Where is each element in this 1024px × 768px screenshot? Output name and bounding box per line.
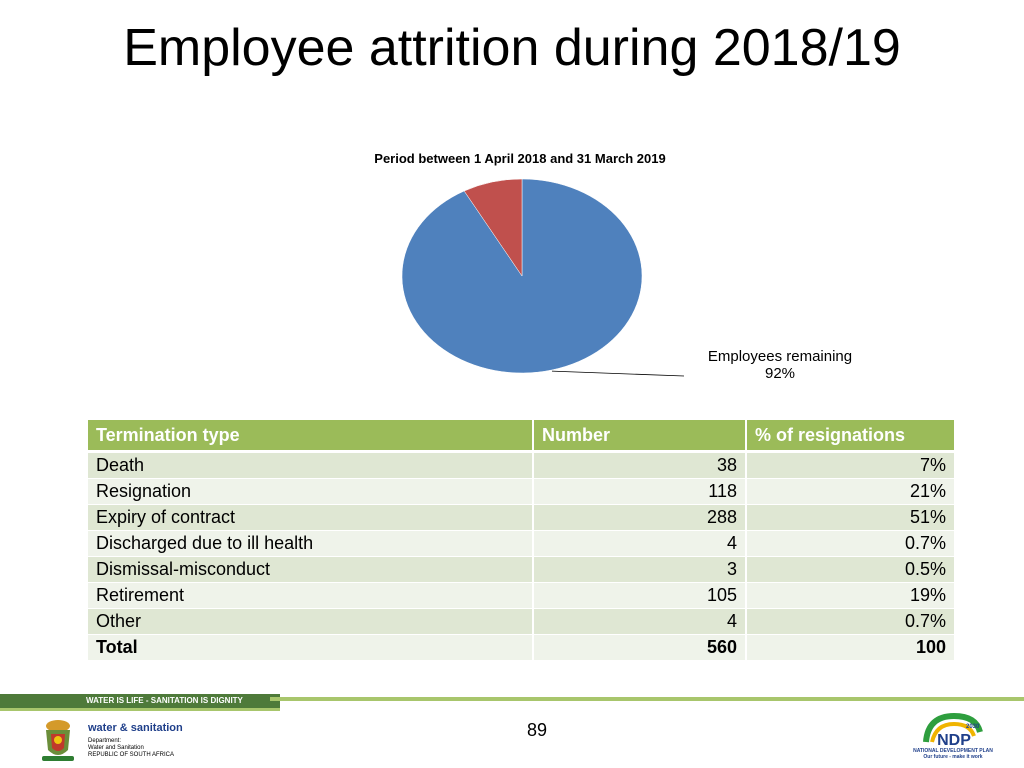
cell-type: Resignation (88, 478, 534, 505)
cell-type: Discharged due to ill health (88, 530, 534, 557)
table-row: Expiry of contract 288 51% (88, 504, 954, 531)
cell-number: 4 (533, 608, 747, 635)
ndp-caption: NATIONAL DEVELOPMENT PLAN Our future - m… (908, 748, 998, 760)
dept-line: Water and Sanitation (88, 745, 144, 751)
table-row: Retirement 105 19% (88, 582, 954, 609)
pie-slice-attrition (463, 178, 523, 277)
dept-line: REPUBLIC OF SOUTH AFRICA (88, 752, 175, 758)
dept-line: Department: (88, 738, 122, 744)
cell-percent: 21% (746, 478, 954, 505)
ndp-emblem-icon: NDP 2030 (923, 712, 983, 749)
table-row: Resignation 118 21% (88, 478, 954, 505)
cell-type: Death (88, 451, 534, 479)
cell-percent: 100 (746, 634, 954, 661)
header-percent: % of resignations (746, 420, 954, 452)
cell-percent: 0.7% (746, 530, 954, 557)
header-termination-type: Termination type (88, 420, 534, 452)
svg-text:NDP: NDP (937, 732, 971, 748)
cell-number: 118 (533, 478, 747, 505)
ndp-logo: NDP 2030 NATIONAL DEVELOPMENT PLAN Our f… (908, 712, 998, 764)
pie-label-leader-line (551, 370, 685, 377)
table-row: Discharged due to ill health 4 0.7% (88, 530, 954, 557)
ndp-line: Our future - make it work (923, 754, 983, 760)
pie-label-percent: 92% (764, 365, 796, 382)
table-header-row: Termination type Number % of resignation… (88, 420, 954, 452)
cell-number: 3 (533, 556, 747, 583)
pie-label-name: Employees remaining (707, 348, 853, 365)
table-row: Other 4 0.7% (88, 608, 954, 635)
footer-stripe-lower (0, 708, 280, 711)
header-number: Number (533, 420, 747, 452)
cell-type: Other (88, 608, 534, 635)
cell-number: 560 (533, 634, 747, 661)
page-number: 89 (526, 720, 548, 740)
slide-title: Employee attrition during 2018/19 (123, 19, 901, 77)
department-logo: water & sanitation Department: Water and… (36, 716, 236, 764)
ndp-line: NATIONAL DEVELOPMENT PLAN (913, 748, 993, 754)
footer-slogan-band: WATER IS LIFE - SANITATION IS DIGNITY (0, 694, 280, 708)
cell-number: 288 (533, 504, 747, 531)
cell-type: Dismissal-misconduct (88, 556, 534, 583)
cell-number: 4 (533, 530, 747, 557)
table-row: Death 38 7% (88, 451, 954, 479)
department-name: water & sanitation (88, 722, 183, 734)
cell-type: Retirement (88, 582, 534, 609)
cell-number: 38 (533, 451, 747, 479)
table-row: Dismissal-misconduct 3 0.5% (88, 556, 954, 583)
footer-stripe (270, 697, 1024, 701)
department-subtitle: Department: Water and Sanitation REPUBLI… (88, 738, 174, 759)
cell-percent: 19% (746, 582, 954, 609)
cell-type: Expiry of contract (88, 504, 534, 531)
termination-table: Termination type Number % of resignation… (88, 420, 954, 661)
table-total-row: Total 560 100 (88, 634, 954, 661)
coat-of-arms-icon (42, 720, 74, 761)
cell-number: 105 (533, 582, 747, 609)
cell-percent: 7% (746, 451, 954, 479)
cell-percent: 0.7% (746, 608, 954, 635)
chart-title: Period between 1 April 2018 and 31 March… (374, 151, 666, 166)
cell-type: Total (88, 634, 534, 661)
cell-percent: 51% (746, 504, 954, 531)
pie-label-employees-remaining: Employees remaining 92% (660, 348, 900, 382)
svg-text:2030: 2030 (966, 724, 980, 730)
cell-percent: 0.5% (746, 556, 954, 583)
